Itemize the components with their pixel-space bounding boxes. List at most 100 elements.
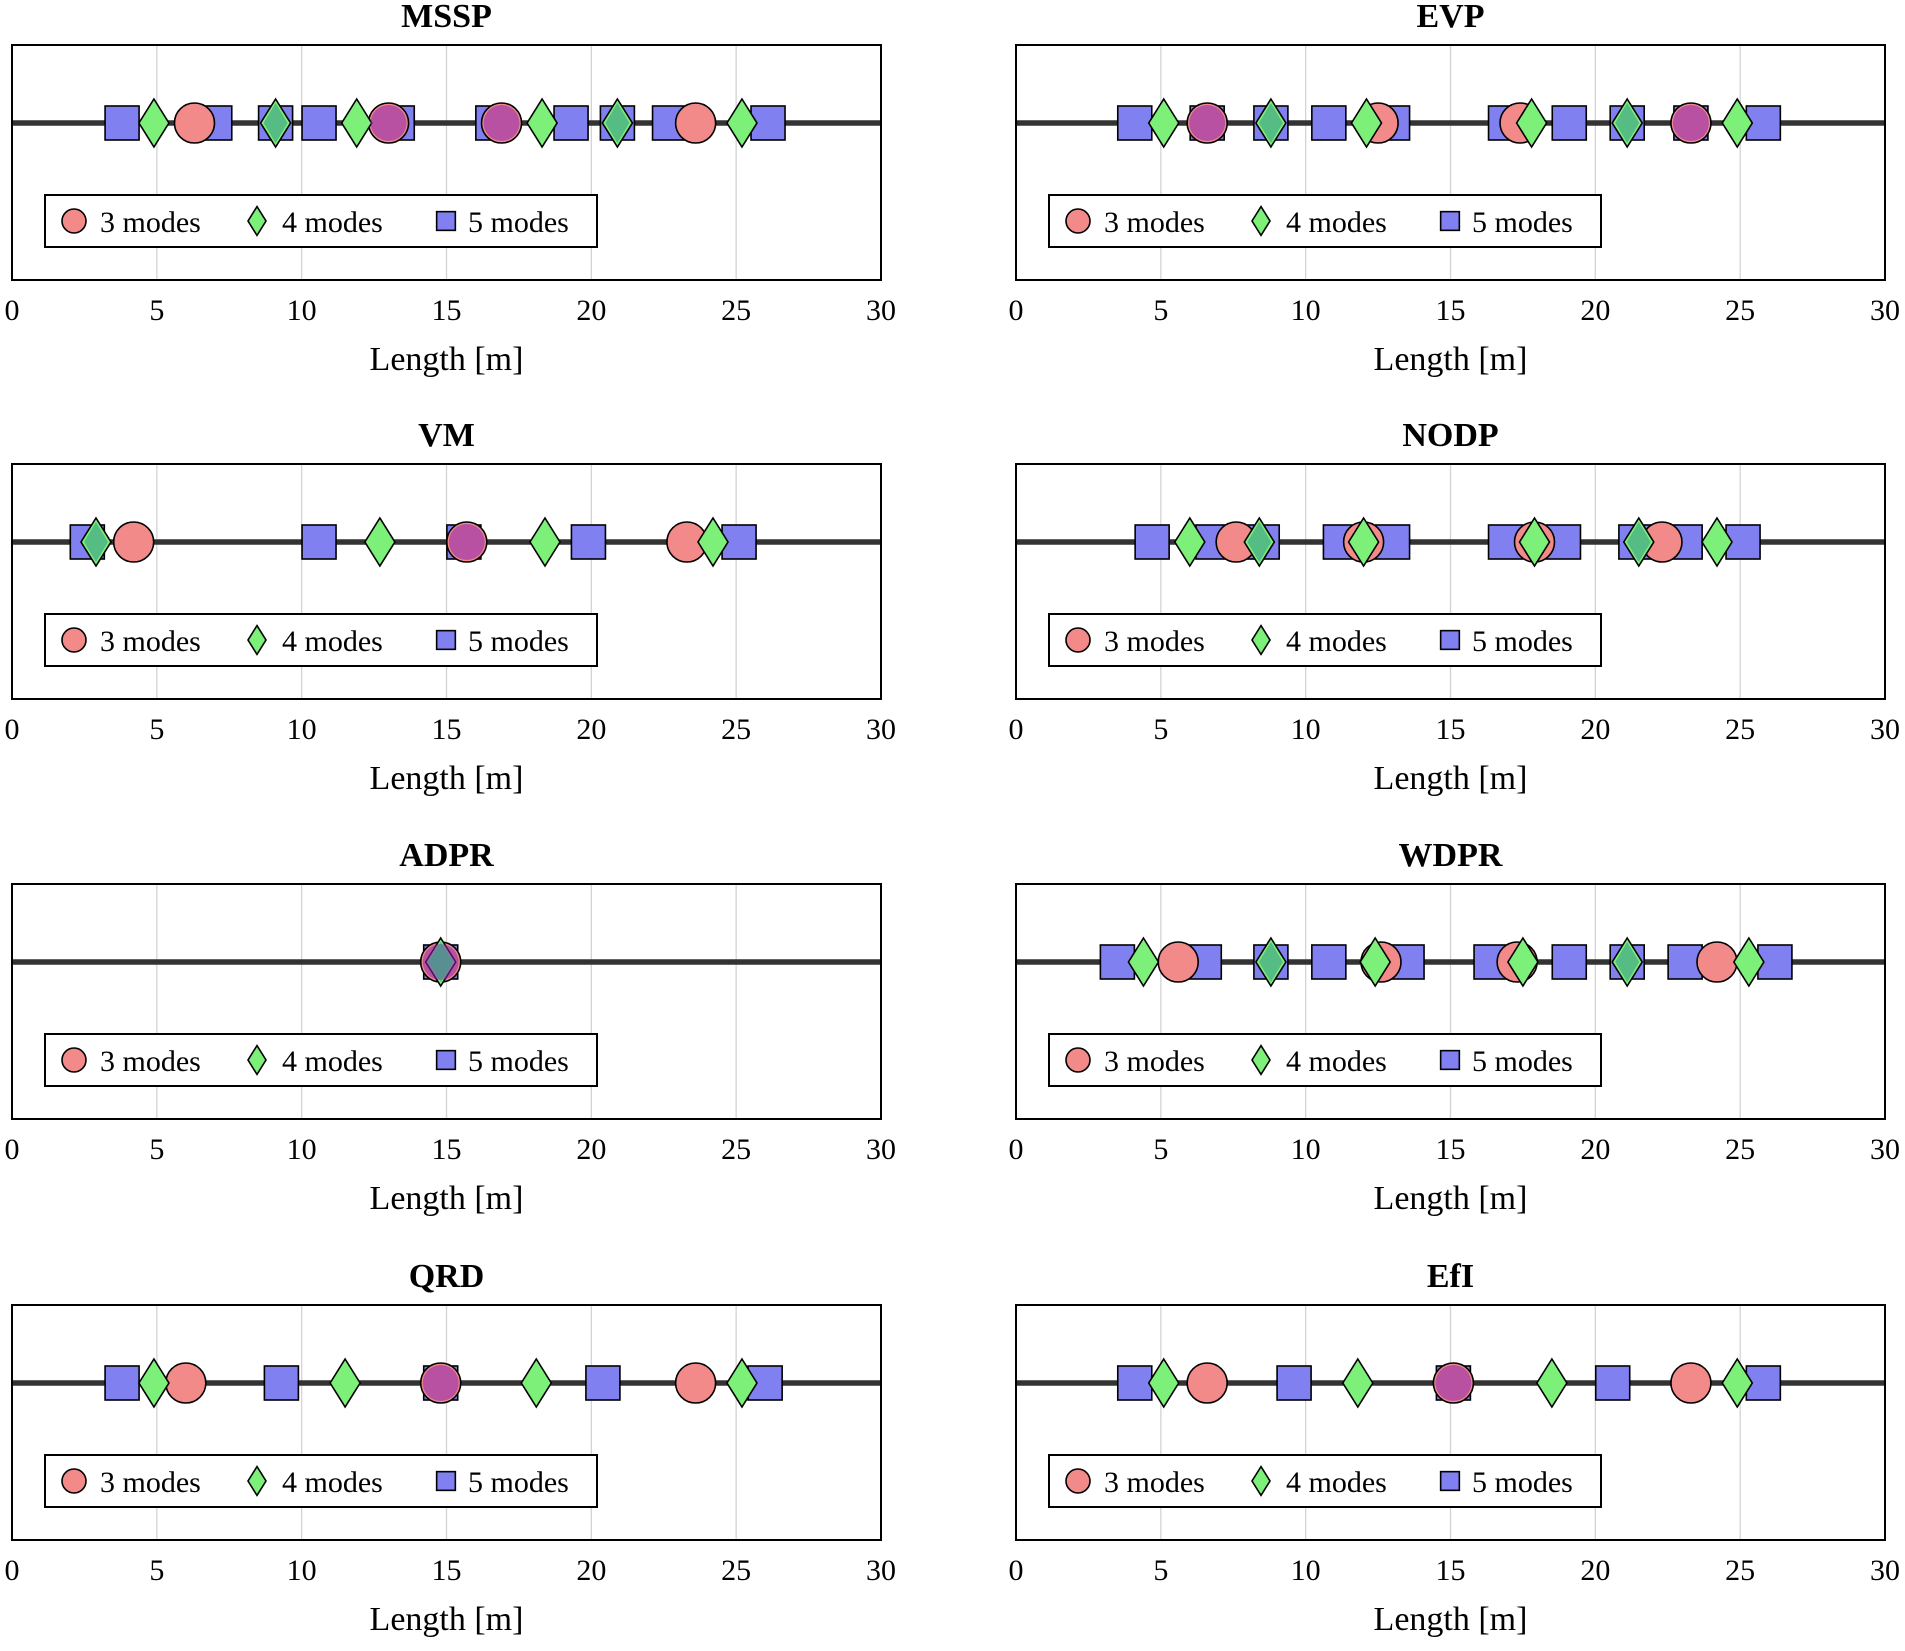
legend-label: 5 modes bbox=[468, 1466, 569, 1499]
marker-circle-3-modes bbox=[1696, 941, 1738, 983]
x-tick-label: 0 bbox=[1009, 1554, 1024, 1587]
marker-diamond-4-modes bbox=[1506, 936, 1539, 988]
overlap-shade bbox=[1435, 1365, 1472, 1401]
marker-diamond-4-modes bbox=[1515, 97, 1548, 149]
x-tick-label: 15 bbox=[1436, 713, 1466, 746]
overlap-shade bbox=[428, 942, 453, 982]
legend: 3 modes 4 modes 5 modes bbox=[44, 1033, 598, 1087]
x-tick-label: 15 bbox=[1436, 1133, 1466, 1166]
overlap-shade bbox=[1615, 103, 1640, 143]
x-tick-label: 15 bbox=[432, 1554, 462, 1587]
x-axis-label: Length [m] bbox=[370, 341, 524, 378]
marker-diamond-4-modes bbox=[1518, 516, 1551, 568]
marker-diamond-4-modes bbox=[1359, 936, 1392, 988]
x-tick-label: 10 bbox=[1291, 294, 1321, 327]
legend-box bbox=[44, 613, 598, 667]
legend-marker-circle bbox=[61, 208, 87, 234]
chart-title: WDPR bbox=[1399, 837, 1503, 874]
x-tick-label: 10 bbox=[287, 294, 317, 327]
legend-box bbox=[1048, 613, 1602, 667]
x-tick-label: 15 bbox=[432, 294, 462, 327]
legend-label: 3 modes bbox=[1104, 206, 1205, 239]
legend: 3 modes 4 modes 5 modes bbox=[1048, 613, 1602, 667]
legend-label: 4 modes bbox=[1286, 1466, 1387, 1499]
legend-label: 4 modes bbox=[282, 1045, 383, 1078]
legend-marker-square bbox=[1439, 629, 1461, 651]
legend-marker-diamond bbox=[1251, 624, 1271, 656]
legend: 3 modes 4 modes 5 modes bbox=[44, 1454, 598, 1508]
x-tick-label: 15 bbox=[1436, 294, 1466, 327]
overlap-shade bbox=[370, 105, 407, 141]
legend-marker-square bbox=[435, 1049, 457, 1071]
chart-panel-wdpr: WDPR 0 5 10 15 20 25 30 3 modes 4 modes 5 modes Len… bbox=[1009, 837, 1901, 1217]
marker-diamond-4-modes bbox=[1721, 1357, 1754, 1409]
chart-panel-evp: EVP 0 5 10 15 20 25 30 3 modes 4 modes 5 modes Leng… bbox=[1009, 0, 1901, 378]
chart-panel-vm: VM 0 5 10 15 20 25 30 3 modes 4 modes 5 modes Lengt… bbox=[5, 417, 897, 797]
axes-box bbox=[11, 1304, 882, 1541]
x-tick-label: 20 bbox=[1580, 294, 1610, 327]
chart-title: EVP bbox=[1417, 0, 1485, 35]
axes-box bbox=[1015, 1304, 1886, 1541]
axes-box bbox=[11, 44, 882, 281]
legend-label: 3 modes bbox=[100, 1466, 201, 1499]
axes-box bbox=[11, 463, 882, 700]
overlap-shade bbox=[448, 524, 485, 560]
chart-title: VM bbox=[418, 417, 475, 454]
legend-label: 3 modes bbox=[100, 625, 201, 658]
x-tick-label: 0 bbox=[1009, 1133, 1024, 1166]
overlap-shade bbox=[84, 522, 109, 562]
marker-diamond-4-modes bbox=[137, 97, 170, 149]
overlap-shade bbox=[1247, 522, 1272, 562]
x-axis-label: Length [m] bbox=[370, 760, 524, 797]
marker-diamond-4-modes bbox=[1341, 1357, 1374, 1409]
marker-square-5-modes bbox=[263, 1365, 300, 1401]
marker-square-5-modes bbox=[1551, 944, 1588, 980]
legend-box bbox=[44, 1033, 598, 1087]
marker-diamond-4-modes bbox=[1721, 97, 1754, 149]
x-tick-label: 5 bbox=[1153, 1133, 1168, 1166]
axes-box bbox=[1015, 883, 1886, 1120]
marker-square-5-modes bbox=[301, 105, 337, 141]
legend-label: 4 modes bbox=[1286, 1045, 1387, 1078]
x-tick-label: 20 bbox=[1580, 713, 1610, 746]
x-tick-label: 25 bbox=[721, 1554, 751, 1587]
legend-marker-square bbox=[435, 210, 457, 232]
marker-diamond-4-modes bbox=[137, 1357, 170, 1409]
legend-label: 4 modes bbox=[282, 1466, 383, 1499]
x-tick-label: 20 bbox=[576, 1133, 606, 1166]
marker-circle-3-modes bbox=[674, 102, 717, 144]
legend: 3 modes 4 modes 5 modes bbox=[44, 613, 598, 667]
marker-diamond-4-modes bbox=[1535, 1357, 1568, 1409]
marker-diamond-4-modes bbox=[329, 1357, 362, 1409]
legend-label: 5 modes bbox=[1472, 1045, 1573, 1078]
legend-marker-diamond bbox=[1251, 1044, 1271, 1076]
x-tick-label: 30 bbox=[1870, 1133, 1900, 1166]
legend-label: 5 modes bbox=[1472, 206, 1573, 239]
legend-label: 3 modes bbox=[100, 206, 201, 239]
legend-marker-circle bbox=[1065, 1047, 1091, 1073]
x-tick-label: 0 bbox=[1009, 713, 1024, 746]
legend-label: 3 modes bbox=[1104, 1045, 1205, 1078]
axes-box bbox=[1015, 44, 1886, 281]
axes-box bbox=[1015, 463, 1886, 700]
x-tick-label: 25 bbox=[721, 294, 751, 327]
legend-label: 3 modes bbox=[1104, 625, 1205, 658]
legend-label: 4 modes bbox=[1286, 206, 1387, 239]
legend-box bbox=[44, 1454, 598, 1508]
x-tick-label: 5 bbox=[149, 1554, 164, 1587]
legend-marker-square bbox=[1439, 1470, 1461, 1492]
legend-box bbox=[1048, 1033, 1602, 1087]
marker-circle-3-modes bbox=[1670, 1362, 1712, 1404]
x-tick-label: 25 bbox=[721, 713, 751, 746]
chart-panel-efi: EfI 0 5 10 15 20 25 30 3 modes 4 modes 5 modes Leng… bbox=[1009, 1258, 1901, 1638]
marker-diamond-4-modes bbox=[697, 516, 729, 568]
marker-diamond-4-modes bbox=[520, 1357, 553, 1409]
x-tick-label: 10 bbox=[1291, 1133, 1321, 1166]
x-tick-label: 25 bbox=[1725, 294, 1755, 327]
legend-label: 4 modes bbox=[282, 206, 383, 239]
legend-marker-square bbox=[1439, 210, 1461, 232]
x-tick-label: 25 bbox=[1725, 1133, 1755, 1166]
marker-diamond-4-modes bbox=[1350, 97, 1383, 149]
marker-diamond-4-modes bbox=[1173, 516, 1206, 568]
x-axis-label: Length [m] bbox=[1374, 760, 1528, 797]
